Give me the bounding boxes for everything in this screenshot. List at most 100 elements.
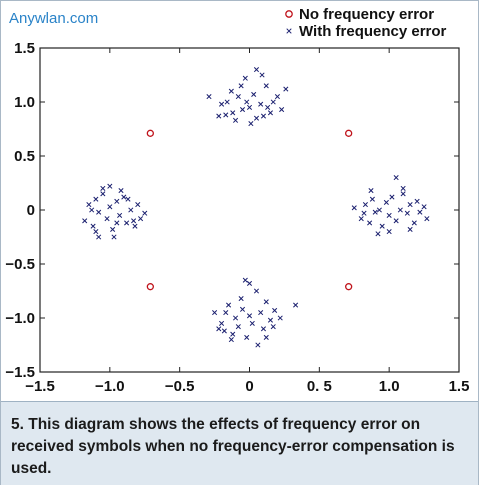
x-marker-stroke <box>223 310 229 316</box>
point-with-error <box>400 191 406 197</box>
point-with-error <box>379 223 385 229</box>
x-marker-stroke <box>93 196 99 202</box>
point-with-error <box>242 277 248 283</box>
point-with-error <box>272 307 278 313</box>
point-with-error <box>223 112 229 118</box>
point-with-error <box>89 207 95 213</box>
x-marker-stroke <box>142 210 148 216</box>
x-marker-stroke <box>270 99 276 105</box>
point-with-error <box>372 209 378 215</box>
point-with-error <box>110 226 116 232</box>
x-marker-stroke <box>246 313 253 319</box>
x-marker-stroke <box>249 320 255 326</box>
point-with-error <box>386 212 392 218</box>
point-with-error <box>86 202 92 208</box>
point-with-error <box>225 302 232 308</box>
x-marker-stroke <box>221 328 227 334</box>
y-tick-label: −0.5 <box>5 256 35 273</box>
point-with-error <box>242 75 248 81</box>
x-marker-stroke <box>361 210 367 216</box>
x-marker-stroke <box>131 218 137 224</box>
x-marker-stroke <box>223 112 229 118</box>
point-with-error <box>216 326 222 332</box>
point-with-error <box>223 310 229 316</box>
point-with-error <box>411 220 417 226</box>
point-with-error <box>400 185 406 191</box>
point-with-error <box>361 210 367 216</box>
point-with-error <box>104 216 110 222</box>
x-marker-stroke <box>90 223 96 229</box>
x-marker-stroke <box>258 310 264 316</box>
x-marker-stroke <box>219 101 225 107</box>
x-marker-stroke <box>411 220 417 226</box>
x-marker-stroke <box>118 188 124 194</box>
point-with-error <box>263 83 269 89</box>
point-with-error <box>107 183 113 189</box>
x-marker-stroke <box>393 175 399 181</box>
x-marker-stroke <box>232 315 239 321</box>
point-with-error <box>283 86 289 92</box>
point-with-error <box>270 99 276 105</box>
point-with-error <box>128 207 134 213</box>
x-marker-stroke <box>93 229 99 235</box>
point-with-error <box>206 94 212 100</box>
x-marker-stroke <box>367 220 373 226</box>
x-marker-stroke <box>219 320 225 326</box>
x-marker-stroke <box>121 194 127 200</box>
x-marker-stroke <box>272 307 278 313</box>
point-with-error <box>228 88 234 94</box>
x-marker-stroke <box>372 209 378 215</box>
point-with-error <box>376 207 382 213</box>
point-with-error <box>135 202 141 208</box>
point-with-error <box>362 202 368 208</box>
watermark: Anywlan.com <box>9 10 99 27</box>
x-marker-stroke <box>206 94 212 100</box>
x-marker-stroke <box>277 315 283 321</box>
x-marker-stroke <box>89 207 95 213</box>
point-with-error <box>238 83 244 89</box>
x-marker-stroke <box>110 226 116 232</box>
scatter-plot: −1.5 −1.0 −0.5 0 0. 5 1.0 1.5 1.5 1.0 0.5 0 −0.5 −1.… <box>5 6 469 395</box>
x-marker-stroke <box>238 296 244 302</box>
point-with-error <box>375 231 381 237</box>
x-marker-stroke <box>389 194 395 200</box>
x-marker-stroke <box>239 107 246 113</box>
point-with-error <box>93 229 99 235</box>
x-marker-stroke <box>96 209 102 215</box>
x-marker-stroke <box>239 306 246 312</box>
point-with-error <box>90 223 96 229</box>
x-marker-stroke <box>424 216 430 222</box>
x-marker-stroke <box>216 113 222 119</box>
point-with-error <box>132 223 138 229</box>
x-marker-stroke <box>251 91 257 97</box>
point-with-error <box>279 107 285 113</box>
x-marker-stroke <box>397 207 403 213</box>
point-with-error <box>125 196 131 202</box>
x-marker-stroke <box>267 110 274 116</box>
point-with-error <box>212 310 218 316</box>
point-with-error <box>421 204 427 210</box>
point-with-error <box>219 320 225 326</box>
x-marker-stroke <box>286 28 292 34</box>
axis-ticks <box>39 47 460 373</box>
x-marker-stroke <box>244 334 250 340</box>
x-marker-stroke <box>407 226 413 232</box>
point-with-error <box>248 121 254 127</box>
y-tick-label: 1.5 <box>14 40 35 57</box>
point-with-error <box>260 326 267 332</box>
point-with-error <box>293 302 299 308</box>
x-tick-label: −1.0 <box>95 378 125 395</box>
point-with-error <box>93 196 99 202</box>
x-marker-stroke <box>386 212 392 218</box>
x-marker-stroke <box>235 324 241 330</box>
x-marker-stroke <box>253 67 260 73</box>
point-with-error <box>393 175 399 181</box>
point-with-error <box>368 188 374 194</box>
point-with-error <box>407 226 413 232</box>
x-marker-stroke <box>128 207 134 213</box>
x-tick-label: 0 <box>245 378 253 395</box>
x-tick-label: −0.5 <box>165 378 195 395</box>
point-with-error <box>232 117 239 123</box>
point-no-error <box>345 129 353 137</box>
